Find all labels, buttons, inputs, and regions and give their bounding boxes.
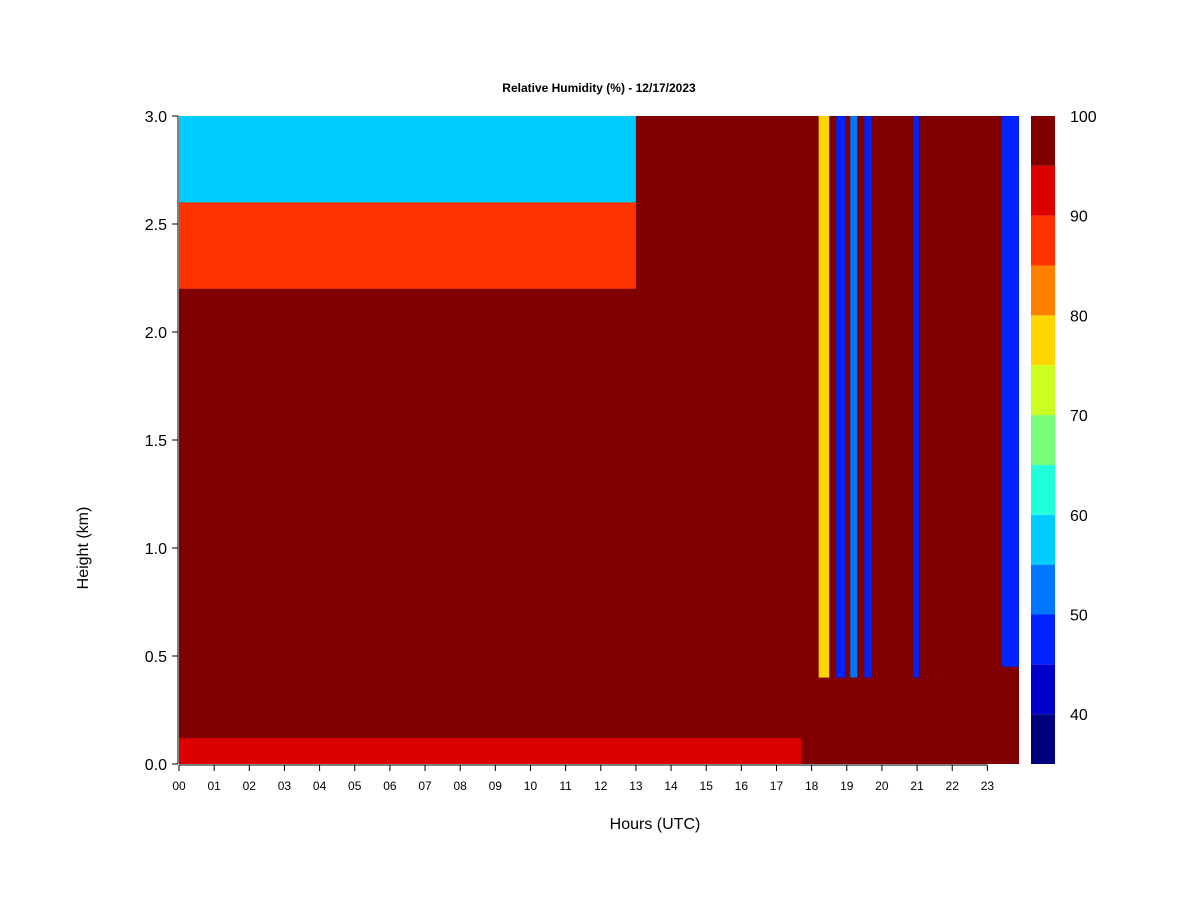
- x-tick-label-19: 19: [840, 779, 854, 793]
- x-tick-label-5: 05: [348, 779, 362, 793]
- colorbar-segment-10: [1031, 215, 1055, 266]
- y-axis: 0.0 0.5 1.0 1.5 2.0 2.5 3.0: [145, 109, 179, 774]
- heatmap-cell-7: [864, 116, 872, 678]
- heatmap-cell-0: [179, 738, 802, 764]
- colorbar-segment-0: [1031, 714, 1055, 764]
- colorbar-label-4: 80: [1070, 308, 1088, 325]
- heatmap-cell-5: [836, 116, 846, 678]
- x-axis: 00 01 02 03 04 05 06 07 08 09 10 11 12 13 14 15 16 17 18 19…: [172, 764, 995, 793]
- x-tick-label-9: 09: [489, 779, 503, 793]
- x-tick-label-11: 11: [559, 779, 572, 793]
- x-tick-label-23: 23: [981, 779, 995, 793]
- x-tick-label-16: 16: [735, 779, 749, 793]
- colorbar-segment-4: [1031, 514, 1055, 565]
- x-tick-label-22: 22: [946, 779, 960, 793]
- y-tick-label-5: 2.5: [145, 217, 167, 234]
- x-tick-label-2: 02: [243, 779, 257, 793]
- colorbar-segment-7: [1031, 365, 1055, 416]
- x-tick-label-17: 17: [770, 779, 784, 793]
- colorbar-label-5: 90: [1070, 209, 1088, 226]
- y-tick-label-2: 1.0: [145, 541, 167, 558]
- x-tick-label-3: 03: [278, 779, 292, 793]
- y-axis-label: Height (km): [75, 507, 92, 590]
- y-tick-label-3: 1.5: [145, 433, 167, 450]
- colorbar-segment-11: [1031, 165, 1055, 216]
- colorbar-segment-2: [1031, 614, 1055, 665]
- colorbar-segment-8: [1031, 315, 1055, 366]
- heatmap-cell-3: [179, 116, 636, 203]
- x-tick-label-7: 07: [418, 779, 432, 793]
- x-tick-label-12: 12: [594, 779, 608, 793]
- x-tick-label-0: 00: [172, 779, 186, 793]
- x-tick-label-1: 01: [207, 779, 221, 793]
- y-tick-label-0: 0.0: [145, 757, 167, 774]
- colorbar-label-3: 70: [1070, 408, 1088, 425]
- heatmap-cell-1: [179, 526, 802, 739]
- colorbar-segment-3: [1031, 564, 1055, 615]
- heatmap-cell-8: [913, 116, 919, 678]
- heatmap-cell-4: [818, 116, 830, 678]
- colorbar-segment-6: [1031, 415, 1055, 465]
- colorbar-segment-5: [1031, 464, 1055, 515]
- colorbar-label-6: 100: [1070, 109, 1097, 126]
- plot-area: [179, 116, 1019, 764]
- x-tick-label-13: 13: [629, 779, 643, 793]
- colorbar-segment-9: [1031, 265, 1055, 316]
- x-tick-label-10: 10: [524, 779, 538, 793]
- y-tick-label-6: 3.0: [145, 109, 167, 126]
- chart-title: Relative Humidity (%) - 12/17/2023: [502, 81, 696, 95]
- colorbar-segment-12: [1031, 116, 1055, 166]
- x-tick-label-21: 21: [910, 779, 924, 793]
- y-tick-label-4: 2.0: [145, 325, 167, 342]
- x-tick-label-18: 18: [805, 779, 819, 793]
- x-tick-label-6: 06: [383, 779, 397, 793]
- x-axis-label: Hours (UTC): [610, 816, 701, 833]
- colorbar-label-0: 40: [1070, 707, 1088, 724]
- colorbar: 40 50 60 70 80 90 100: [1031, 109, 1097, 764]
- x-tick-label-20: 20: [875, 779, 889, 793]
- x-tick-label-8: 08: [453, 779, 467, 793]
- x-tick-label-4: 04: [313, 779, 327, 793]
- colorbar-label-2: 60: [1070, 508, 1088, 525]
- y-tick-label-1: 0.5: [145, 649, 167, 666]
- colorbar-label-1: 50: [1070, 607, 1088, 624]
- heatmap-cell-9: [1001, 116, 1019, 667]
- colorbar-segment-1: [1031, 664, 1055, 715]
- x-tick-label-15: 15: [700, 779, 714, 793]
- x-tick-label-14: 14: [664, 779, 678, 793]
- heatmap-cell-6: [850, 116, 858, 678]
- heatmap-cell-2: [179, 202, 636, 289]
